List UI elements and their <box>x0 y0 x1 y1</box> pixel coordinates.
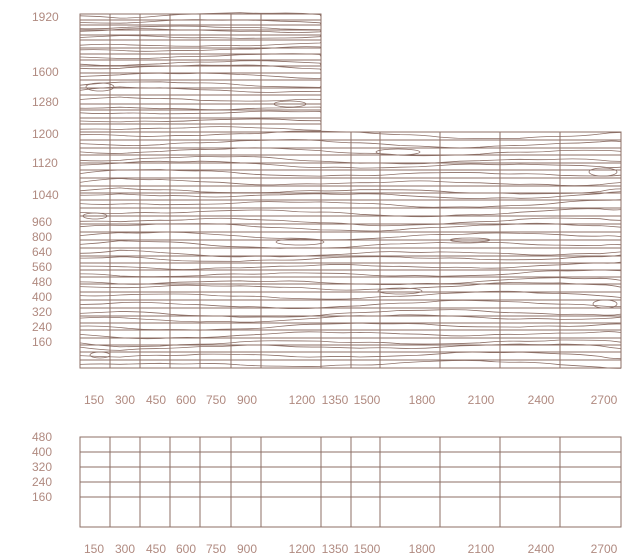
grain-line <box>79 81 322 88</box>
wood-knot <box>89 351 111 359</box>
y-tick-label: 400 <box>32 445 52 459</box>
lower-grid <box>79 436 622 528</box>
y-tick-label: 320 <box>32 460 52 474</box>
y-tick-label: 480 <box>32 275 52 289</box>
y-tick-label: 240 <box>32 475 52 489</box>
x-tick-label: 1500 <box>354 393 381 407</box>
grain-line <box>79 240 622 249</box>
x-tick-label: 300 <box>115 542 135 556</box>
grain-line <box>79 208 622 218</box>
grain-line <box>79 46 322 52</box>
wood-knot <box>588 167 618 177</box>
grain-line <box>79 269 622 278</box>
y-tick-label: 1120 <box>32 156 58 170</box>
y-tick-label: 1600 <box>32 65 59 79</box>
wood-knot <box>375 148 421 156</box>
grain-line <box>79 160 622 169</box>
x-tick-label: 600 <box>176 542 196 556</box>
y-tick-label: 480 <box>32 430 52 444</box>
x-tick-label: 1800 <box>409 542 436 556</box>
x-tick-label: 1350 <box>322 542 349 556</box>
grain-line <box>79 282 622 291</box>
grain-line <box>79 42 322 47</box>
x-tick-label: 750 <box>206 393 226 407</box>
grain-line <box>79 261 622 270</box>
grain-line <box>79 60 322 66</box>
grain-line <box>79 72 322 80</box>
x-tick-label: 2100 <box>468 393 495 407</box>
upper-y-axis-labels: 1920 1600 1280 1200 1120 1040 9608006405604804… <box>32 10 59 349</box>
x-tick-label: 1200 <box>289 393 316 407</box>
y-tick-label: 400 <box>32 290 52 304</box>
x-tick-label: 900 <box>237 542 257 556</box>
x-tick-label: 2700 <box>591 393 618 407</box>
y-tick-label: 320 <box>32 305 52 319</box>
grain-line <box>79 351 622 360</box>
wood-knot <box>592 299 618 309</box>
grain-line <box>79 249 622 258</box>
x-tick-label: 450 <box>146 393 166 407</box>
y-tick-label: 1920 <box>32 10 59 24</box>
x-tick-label: 450 <box>146 542 166 556</box>
x-tick-label: 1800 <box>409 393 436 407</box>
y-tick-label: 160 <box>32 335 52 349</box>
x-tick-label: 900 <box>237 393 257 407</box>
wood-knot <box>275 238 325 246</box>
x-tick-label: 600 <box>176 393 196 407</box>
x-tick-label: 150 <box>84 393 104 407</box>
grain-line <box>79 309 622 318</box>
y-tick-label: 1280 <box>32 95 59 109</box>
grain-line <box>79 34 322 39</box>
upper-x-axis-labels: 150 300 450 600 750 900 1200 1350 1500 1800 2100 24… <box>84 393 618 407</box>
lower-x-axis-labels: 150 300 450 600 750 900 1200 1350 1500 1800 2100 24… <box>84 542 618 556</box>
wood-knot <box>85 82 115 92</box>
y-tick-label: 160 <box>32 490 52 504</box>
y-tick-label: 240 <box>32 320 52 334</box>
grain-line <box>79 147 622 157</box>
y-tick-label: 560 <box>32 260 52 274</box>
grain-line <box>79 290 622 300</box>
grain-line <box>79 64 322 71</box>
x-tick-label: 2400 <box>528 393 555 407</box>
grain-line <box>79 299 622 310</box>
grain-line <box>79 178 622 187</box>
grain-line <box>79 360 622 369</box>
grain-line <box>79 217 622 227</box>
grain-line <box>79 118 322 123</box>
upper-grid <box>79 13 622 369</box>
y-tick-label: 960 <box>32 215 52 229</box>
grain-line <box>79 187 622 195</box>
grain-line <box>79 254 622 262</box>
y-tick-label: 1200 <box>32 127 59 141</box>
x-tick-label: 2100 <box>468 542 495 556</box>
x-tick-label: 300 <box>115 393 135 407</box>
upper-panel: 1920160012801200112010409608006405604804… <box>32 10 622 407</box>
y-tick-label: 640 <box>32 245 52 259</box>
x-tick-label: 2700 <box>591 542 618 556</box>
grain-line <box>79 96 322 102</box>
grain-line <box>79 28 322 33</box>
y-tick-label: 800 <box>32 230 52 244</box>
grain-line <box>79 199 622 208</box>
grain-line <box>79 191 622 200</box>
x-tick-label: 2400 <box>528 542 555 556</box>
y-tick-label: 1040 <box>32 188 59 202</box>
grain-line <box>79 86 322 93</box>
x-tick-label: 1200 <box>289 542 316 556</box>
x-tick-label: 150 <box>84 542 104 556</box>
grain-line <box>79 139 622 149</box>
x-tick-label: 750 <box>206 542 226 556</box>
grain-line <box>79 110 322 115</box>
wood-knot <box>377 287 423 295</box>
grain-line <box>79 126 322 133</box>
x-tick-label: 1500 <box>354 542 381 556</box>
x-tick-label: 1350 <box>322 393 349 407</box>
